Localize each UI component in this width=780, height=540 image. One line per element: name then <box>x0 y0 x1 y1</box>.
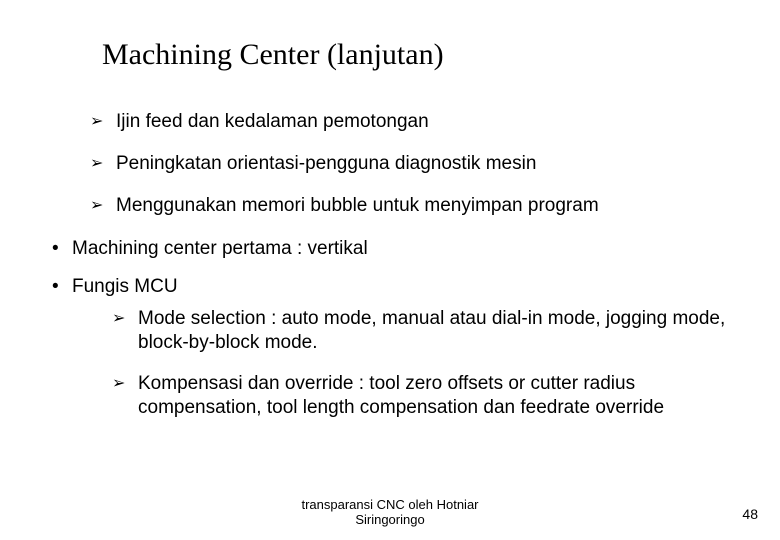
list-item: Menggunakan memori bubble untuk menyimpa… <box>90 194 730 218</box>
arrow-list-top: Ijin feed dan kedalaman pemotongan Penin… <box>90 110 730 217</box>
page-number: 48 <box>742 506 758 522</box>
slide: Machining Center (lanjutan) Ijin feed da… <box>0 0 780 540</box>
arrow-list-bottom: Mode selection : auto mode, manual atau … <box>112 307 730 420</box>
footer-line: Siringoringo <box>355 512 424 527</box>
list-item: Kompensasi dan override : tool zero offs… <box>112 372 730 420</box>
list-item: Mode selection : auto mode, manual atau … <box>112 307 730 355</box>
bullet-list: Machining center pertama : vertikal Fung… <box>50 237 730 420</box>
list-item: Peningkatan orientasi-pengguna diagnosti… <box>90 152 730 176</box>
slide-title: Machining Center (lanjutan) <box>102 38 444 72</box>
list-item: Machining center pertama : vertikal <box>50 237 730 261</box>
slide-body: Ijin feed dan kedalaman pemotongan Penin… <box>50 110 730 438</box>
footer-credit: transparansi CNC oleh Hotniar Siringorin… <box>0 498 780 528</box>
footer-line: transparansi CNC oleh Hotniar <box>301 497 478 512</box>
list-item: Ijin feed dan kedalaman pemotongan <box>90 110 730 134</box>
list-item-label: Fungis MCU <box>72 276 178 297</box>
list-item: Fungis MCU Mode selection : auto mode, m… <box>50 275 730 420</box>
